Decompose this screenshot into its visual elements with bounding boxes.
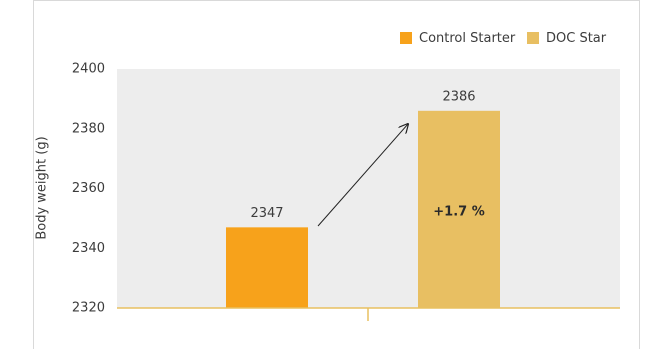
bar bbox=[418, 110, 500, 308]
legend-swatch bbox=[527, 32, 539, 44]
value-label: 2347 bbox=[250, 206, 283, 221]
annotation: +1.7 % bbox=[433, 205, 484, 220]
plot-area bbox=[117, 69, 620, 308]
y-tick-label: 2340 bbox=[72, 241, 105, 256]
marks bbox=[226, 110, 500, 308]
y-axis-label: Body weight (g) bbox=[35, 136, 50, 239]
arrow bbox=[317, 124, 408, 227]
y-tick-label: 2400 bbox=[72, 62, 105, 77]
legend-swatch bbox=[400, 32, 412, 44]
value-label: 2386 bbox=[442, 89, 475, 104]
y-tick-label: 2380 bbox=[72, 121, 105, 136]
legend-label: DOC Star bbox=[546, 31, 607, 46]
frame bbox=[33, 0, 640, 349]
y-tick-label: 2320 bbox=[72, 301, 105, 316]
y-tick-label: 2360 bbox=[72, 181, 105, 196]
bar bbox=[226, 227, 308, 308]
legend-label: Control Starter bbox=[419, 31, 516, 46]
